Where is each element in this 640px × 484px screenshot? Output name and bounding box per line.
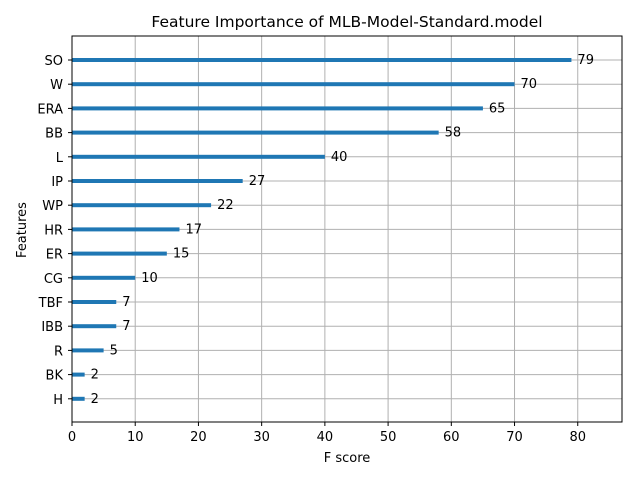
x-tick-label: 80 [569,430,586,445]
bar-value-label: 2 [91,392,99,407]
bar [72,300,117,304]
x-axis-label: F score [324,451,371,466]
bar [72,348,104,353]
bar-value-label: 15 [173,247,190,262]
bar-value-label: 65 [489,101,506,116]
bar [72,179,243,183]
bar-value-label: 7 [122,319,130,334]
bar-value-label: 22 [217,198,234,213]
bar-value-label: 17 [185,222,202,237]
x-tick-label: 50 [380,430,397,445]
y-tick-label: H [53,393,63,408]
bars-layer [72,58,572,401]
y-tick-label: IP [51,175,63,190]
x-tick-label: 0 [68,430,76,445]
bar-value-label: 27 [249,174,266,189]
chart-title: Feature Importance of MLB-Model-Standard… [151,13,542,31]
y-axis-label: Features [15,202,30,258]
bar-value-label: 10 [141,271,158,286]
x-tick-label: 70 [506,430,523,445]
y-tick-label: TBF [38,296,63,311]
x-tick-label: 30 [253,430,270,445]
y-tick-label: BK [46,369,64,384]
x-tick-label: 10 [127,430,144,445]
axes-layer [68,35,623,426]
y-tick-label: CG [44,272,63,287]
bar-value-label: 70 [521,77,538,92]
bar [72,58,572,62]
y-tick-label: SO [45,54,63,69]
bar [72,130,439,135]
bar [72,106,483,111]
bar-value-label: 58 [445,126,462,141]
bar [72,203,212,208]
bar-value-label: 79 [577,53,594,68]
x-tick-label: 60 [443,430,460,445]
y-tick-label: W [50,78,63,93]
y-tick-label: WP [42,199,63,214]
y-tick-label: IBB [41,320,63,335]
bar [72,396,85,401]
plot-frame [71,35,623,423]
bar [72,324,117,329]
y-tick-label: R [54,344,63,359]
labels-layer: 79SO70W65ERA58BB40L27IP22WP17HR15ER10CG7… [37,53,594,445]
bar-value-label: 7 [122,295,130,310]
bar [72,251,167,256]
y-tick-label: BB [45,127,63,142]
bar [72,154,325,159]
x-tick-label: 20 [190,430,207,445]
bar-value-label: 2 [91,368,99,383]
y-tick-label: HR [44,223,63,238]
bar-value-label: 40 [331,150,348,165]
x-tick-label: 40 [317,430,334,445]
bar-value-label: 5 [110,343,118,358]
bar [72,275,136,280]
y-tick-label: L [56,151,64,166]
bar [72,227,180,232]
bar [72,82,515,87]
bar [72,372,85,377]
y-tick-label: ERA [37,102,63,117]
y-tick-label: ER [46,248,63,263]
